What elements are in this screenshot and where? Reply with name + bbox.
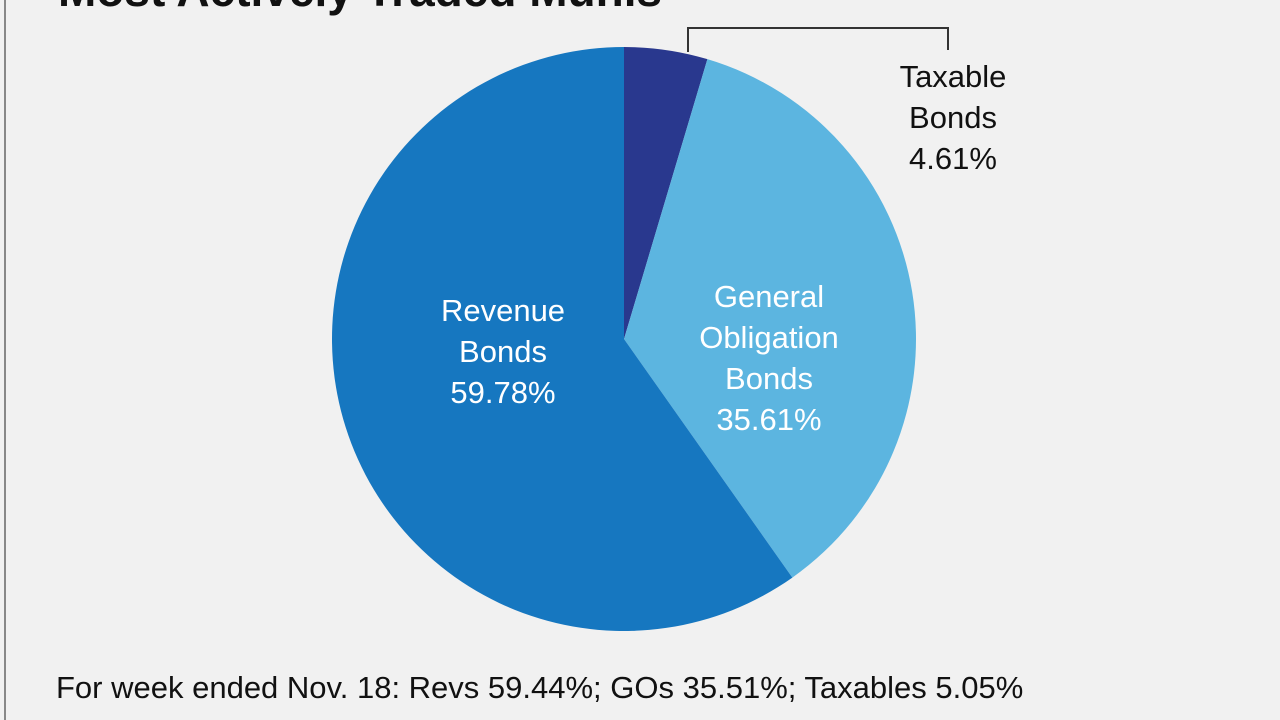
slice-name: General Obligation Bonds: [699, 279, 839, 396]
slice-name: Taxable Bonds: [899, 59, 1007, 135]
slice-value: 59.78%: [450, 375, 556, 410]
chart-title: Most Actively Traded Munis: [58, 0, 662, 16]
pie-slice: [624, 47, 708, 339]
slice-value: 4.61%: [909, 141, 997, 176]
slice-label: Revenue Bonds 59.78%: [418, 290, 588, 413]
slice-name: Revenue Bonds: [440, 293, 566, 369]
footnote: For week ended Nov. 18: Revs 59.44%; GOs…: [56, 670, 1023, 705]
pie-slice: [332, 47, 793, 631]
pie-slice: [624, 59, 917, 578]
callout-line: [687, 27, 949, 52]
slice-value: 35.61%: [716, 402, 822, 437]
slice-label: General Obligation Bonds 35.61%: [682, 276, 857, 440]
slice-label: Taxable Bonds 4.61%: [888, 56, 1018, 179]
